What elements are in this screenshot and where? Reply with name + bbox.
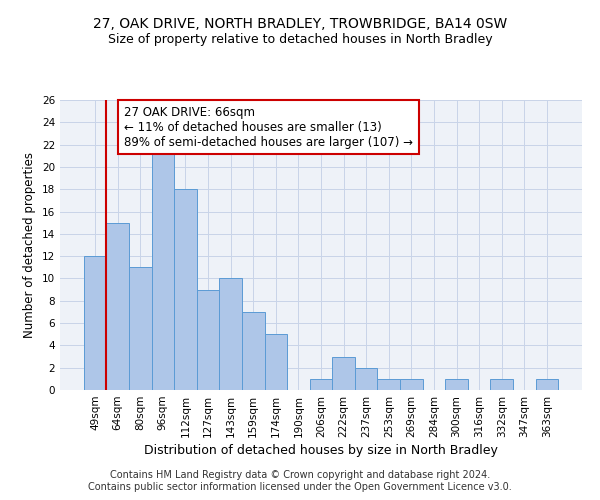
Bar	[310, 379, 332, 390]
Bar	[220, 278, 242, 390]
Bar	[242, 312, 265, 390]
Y-axis label: Number of detached properties: Number of detached properties	[23, 152, 37, 338]
Text: Contains public sector information licensed under the Open Government Licence v3: Contains public sector information licen…	[88, 482, 512, 492]
Text: Contains HM Land Registry data © Crown copyright and database right 2024.: Contains HM Land Registry data © Crown c…	[110, 470, 490, 480]
Bar	[265, 334, 287, 390]
Bar	[400, 379, 422, 390]
Bar	[445, 379, 468, 390]
Bar	[174, 189, 197, 390]
Text: 27 OAK DRIVE: 66sqm
← 11% of detached houses are smaller (13)
89% of semi-detach: 27 OAK DRIVE: 66sqm ← 11% of detached ho…	[124, 106, 413, 148]
X-axis label: Distribution of detached houses by size in North Bradley: Distribution of detached houses by size …	[144, 444, 498, 457]
Bar	[129, 268, 152, 390]
Bar	[106, 222, 129, 390]
Bar	[152, 144, 174, 390]
Text: Size of property relative to detached houses in North Bradley: Size of property relative to detached ho…	[107, 32, 493, 46]
Bar	[490, 379, 513, 390]
Bar	[197, 290, 220, 390]
Text: 27, OAK DRIVE, NORTH BRADLEY, TROWBRIDGE, BA14 0SW: 27, OAK DRIVE, NORTH BRADLEY, TROWBRIDGE…	[93, 18, 507, 32]
Bar	[377, 379, 400, 390]
Bar	[84, 256, 106, 390]
Bar	[536, 379, 558, 390]
Bar	[355, 368, 377, 390]
Bar	[332, 356, 355, 390]
